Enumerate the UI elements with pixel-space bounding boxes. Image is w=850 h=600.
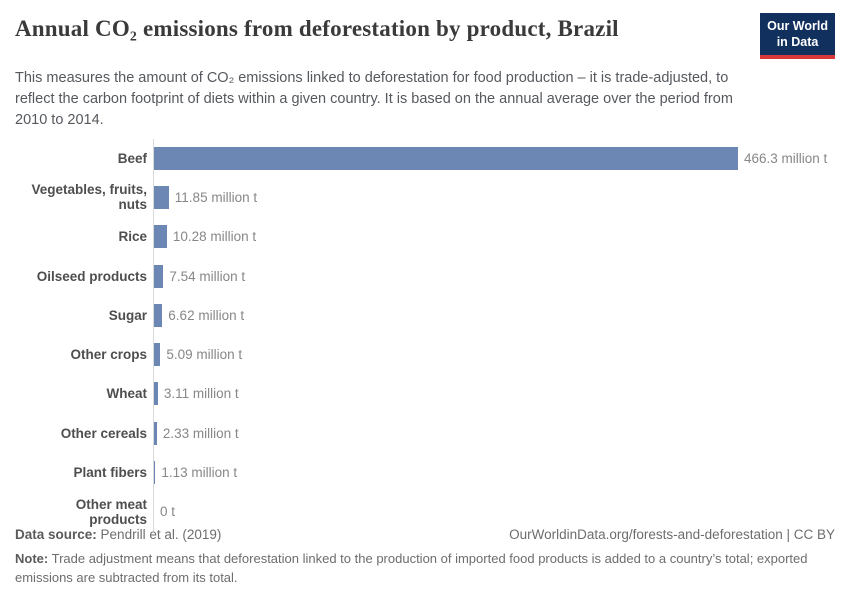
bar-value: 3.11 million t [163,386,239,402]
data-source-value: Pendrill et al. (2019) [100,527,222,542]
bar-cell: 10.28 million t [153,217,835,257]
citation-link[interactable]: OurWorldinData.org/forests-and-deforesta… [509,527,835,542]
owid-logo[interactable]: Our World in Data [760,13,835,59]
bar-cell: 3.11 million t [153,374,835,414]
chart-row: Rice 10.28 million t [15,217,835,257]
bar[interactable] [154,343,161,367]
bar[interactable] [154,382,158,406]
source-row: Data source: Pendrill et al. (2019) OurW… [15,527,835,542]
bar-cell: 466.3 million t [153,138,835,178]
chart-row: Other meat products 0 t [15,492,835,532]
row-label: Wheat [106,386,148,402]
bar-value: 5.09 million t [166,347,243,363]
note-value: Trade adjustment means that deforestatio… [15,551,808,585]
chart-row: Oilseed products 7.54 million t [15,256,835,296]
row-label: Rice [118,229,147,245]
row-label: Plant fibers [73,465,147,481]
bar-cell: 0 t [153,492,835,532]
chart-note: Note: Trade adjustment means that defore… [15,549,835,587]
chart-rows: Beef 466.3 million t Vegetables, fruits,… [15,138,835,532]
row-label: Sugar [108,307,147,323]
chart-row: Beef 466.3 million t [15,138,835,178]
row-label: Beef [117,150,147,166]
bar-cell: 11.85 million t [153,177,835,218]
bar[interactable] [154,264,164,288]
chart-row: Wheat 3.11 million t [15,374,835,414]
bar-chart: Beef 466.3 million t Vegetables, fruits,… [15,138,835,532]
row-label: Vegetables, fruits, nuts [31,182,147,213]
chart-row: Other crops 5.09 million t [15,334,835,375]
bar-cell: 2.33 million t [153,413,835,453]
bar[interactable] [154,146,738,170]
title-row: Annual CO₂ emissions from deforestation … [15,13,835,59]
row-label: Other meat products [75,496,147,527]
note-label: Note: [15,551,49,566]
bar-value: 1.13 million t [161,465,238,481]
bar-value: 11.85 million t [174,189,258,205]
bar-value: 2.33 million t [162,425,239,441]
chart-row: Sugar 6.62 million t [15,295,835,335]
bar-value: 7.54 million t [169,268,246,284]
bar[interactable] [154,421,157,445]
row-label: Other cereals [60,425,147,441]
data-source-label: Data source: [15,527,97,542]
chart-footer: Data source: Pendrill et al. (2019) OurW… [15,527,835,587]
bar-value: 6.62 million t [168,307,245,323]
bar-value: 10.28 million t [172,229,257,245]
bar[interactable] [154,303,163,327]
owid-logo-line2: in Data [776,35,819,50]
page-title: Annual CO₂ emissions from deforestation … [15,16,619,41]
owid-logo-line1: Our World [767,19,828,33]
chart-row: Plant fibers 1.13 million t [15,452,835,493]
bar[interactable] [154,225,167,249]
bar-cell: 5.09 million t [153,334,835,375]
chart-row: Vegetables, fruits, nuts 11.85 million t [15,177,835,218]
row-label: Oilseed products [36,268,147,284]
row-label: Other crops [70,347,147,363]
bar-value: 466.3 million t [744,150,828,166]
bar-cell: 1.13 million t [153,452,835,493]
bar-value: 0 t [160,504,176,520]
chart-header: Annual CO₂ emissions from deforestation … [15,13,835,131]
data-source: Data source: Pendrill et al. (2019) [15,527,221,542]
bar[interactable] [154,461,156,485]
bar-cell: 7.54 million t [153,256,835,296]
chart-subtitle: This measures the amount of CO₂ emission… [15,69,733,128]
bar-cell: 6.62 million t [153,295,835,335]
chart-row: Other cereals 2.33 million t [15,413,835,453]
bar[interactable] [154,185,169,209]
